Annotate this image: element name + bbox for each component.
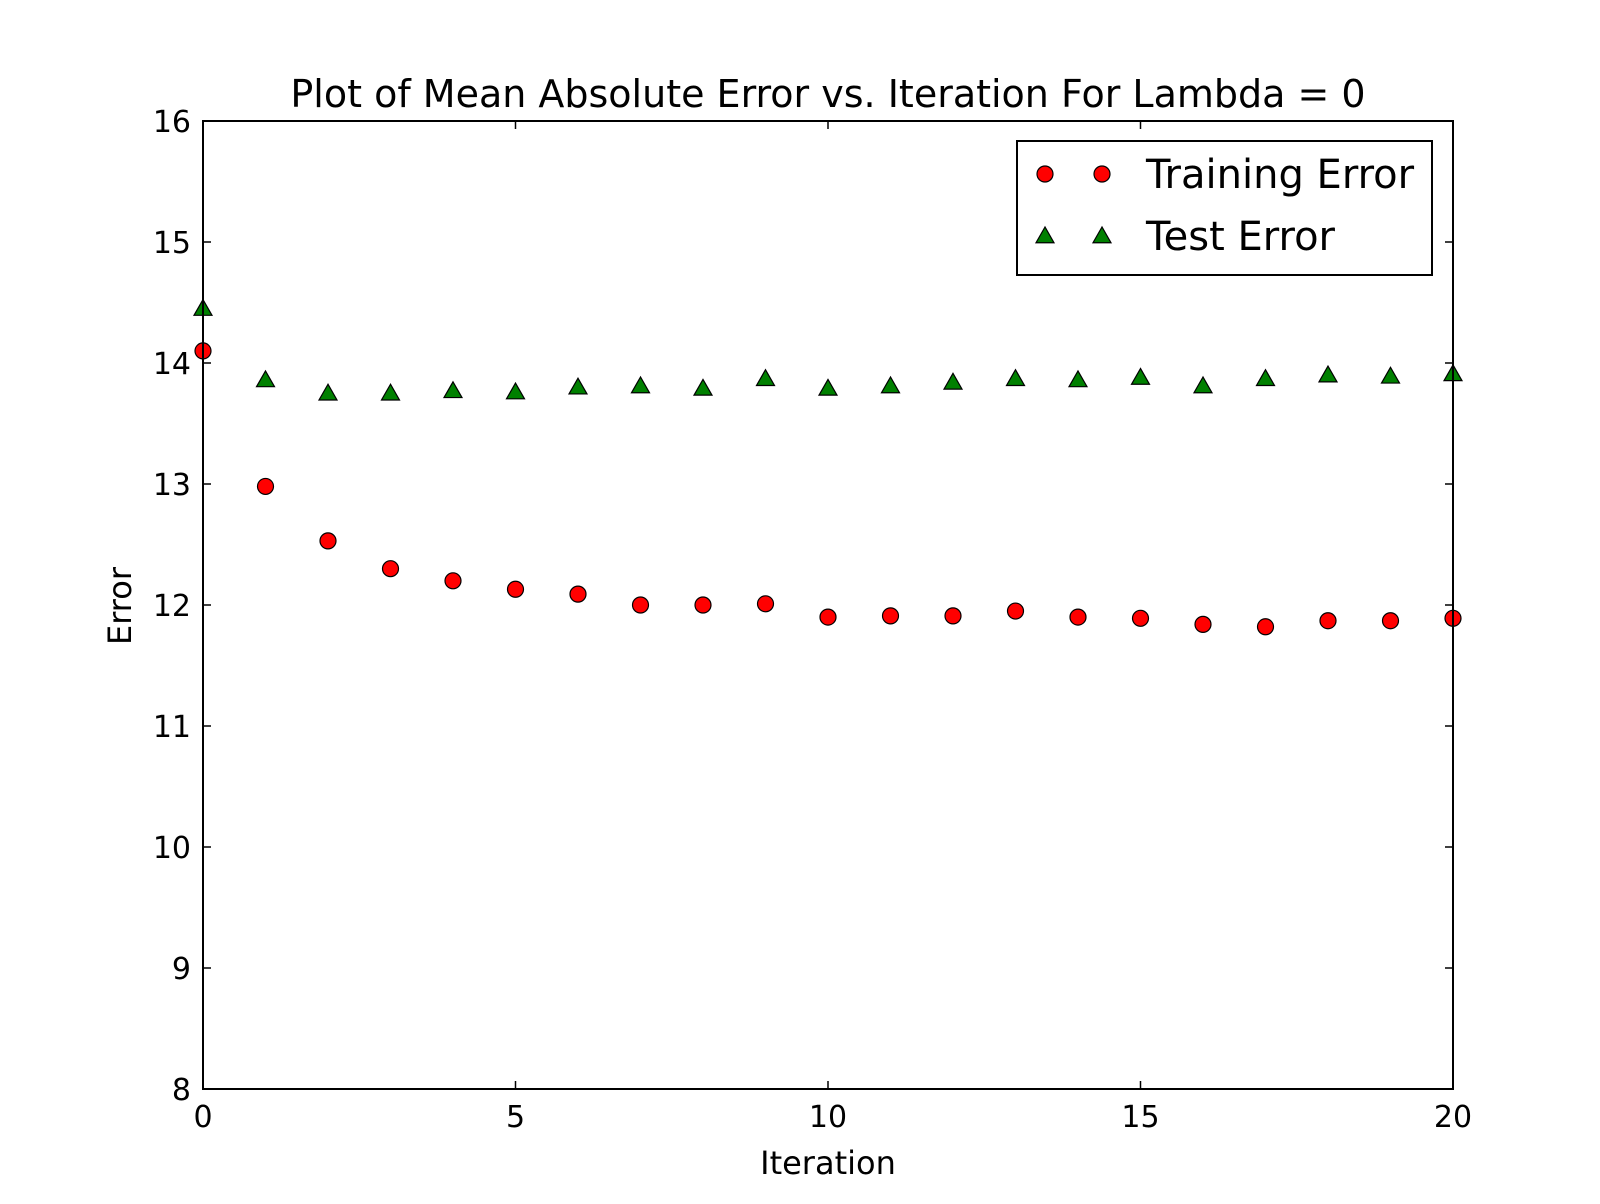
training-error-point <box>256 477 275 496</box>
test-error-point <box>630 375 651 394</box>
training-error-point <box>756 595 775 613</box>
markers-layer <box>192 298 1464 636</box>
training-error-point <box>694 596 712 614</box>
test-error-point <box>380 383 401 401</box>
legend-box <box>1016 140 1433 276</box>
y-tick-label: 8 <box>172 1073 191 1108</box>
test-error-point <box>255 369 276 388</box>
training-error-point <box>319 532 337 550</box>
x-tick-label: 15 <box>1121 1100 1159 1135</box>
training-error-point <box>631 596 650 614</box>
test-error-point <box>692 378 714 396</box>
test-error-point <box>567 376 589 395</box>
training-error-point <box>1069 608 1087 626</box>
test-error-point <box>317 383 339 401</box>
y-tick-label: 10 <box>153 831 191 866</box>
training-error-point <box>1381 612 1400 630</box>
training-error-point <box>1006 602 1025 620</box>
training-error-point <box>506 580 525 598</box>
legend-marker-test-error <box>1091 225 1113 244</box>
test-error-point <box>817 378 839 396</box>
legend-marker-training-error <box>1036 165 1054 183</box>
y-tick-label: 12 <box>153 589 191 624</box>
x-tick-label: 10 <box>809 1100 847 1135</box>
training-error-point <box>944 607 962 625</box>
y-tick-label: 14 <box>153 347 191 382</box>
y-tick-label: 9 <box>172 952 191 987</box>
training-error-point <box>1194 615 1212 633</box>
legend-label-test-error: Test Error <box>1145 214 1336 260</box>
y-tick-label: 11 <box>153 710 191 745</box>
test-error-point <box>1380 366 1401 384</box>
training-error-point <box>381 560 400 578</box>
x-tick-label: 5 <box>506 1100 525 1135</box>
test-error-point <box>505 381 526 400</box>
legend-markers <box>1034 165 1113 244</box>
test-error-point <box>1255 368 1276 387</box>
y-tick-label: 13 <box>153 468 191 503</box>
test-error-point <box>1005 368 1026 387</box>
test-error-point <box>1192 375 1214 394</box>
y-axis-label: Error <box>101 566 139 645</box>
chart-title: Plot of Mean Absolute Error vs. Iteratio… <box>290 72 1365 116</box>
legend-label-training-error: Training Error <box>1145 152 1415 198</box>
ticks-layer: 0 5 10 15 20 8 9 10 11 12 13 14 15 16 <box>153 105 1472 1135</box>
y-tick-label: 16 <box>153 105 191 140</box>
training-error-point <box>881 607 900 625</box>
test-error-point <box>442 380 464 399</box>
training-error-point <box>569 585 587 603</box>
training-error-point <box>1131 609 1150 627</box>
y-tick-label: 15 <box>153 226 191 261</box>
legend-marker-training-error <box>1093 165 1111 183</box>
training-error-point <box>1256 618 1275 636</box>
legend: Training Error Test Error <box>1016 140 1433 276</box>
test-error-point <box>1130 367 1151 385</box>
test-error-point <box>880 375 901 394</box>
x-tick-label: 0 <box>193 1100 212 1135</box>
x-axis-label: Iteration <box>760 1144 896 1182</box>
legend-marker-test-error <box>1034 225 1056 244</box>
training-error-point <box>444 572 462 590</box>
test-error-point <box>1067 369 1089 388</box>
test-error-point <box>1317 364 1339 383</box>
test-error-point <box>755 368 776 387</box>
x-tick-label: 20 <box>1434 1100 1472 1135</box>
training-error-point <box>1319 612 1337 630</box>
test-error-point <box>942 372 964 390</box>
training-error-point <box>819 608 837 626</box>
